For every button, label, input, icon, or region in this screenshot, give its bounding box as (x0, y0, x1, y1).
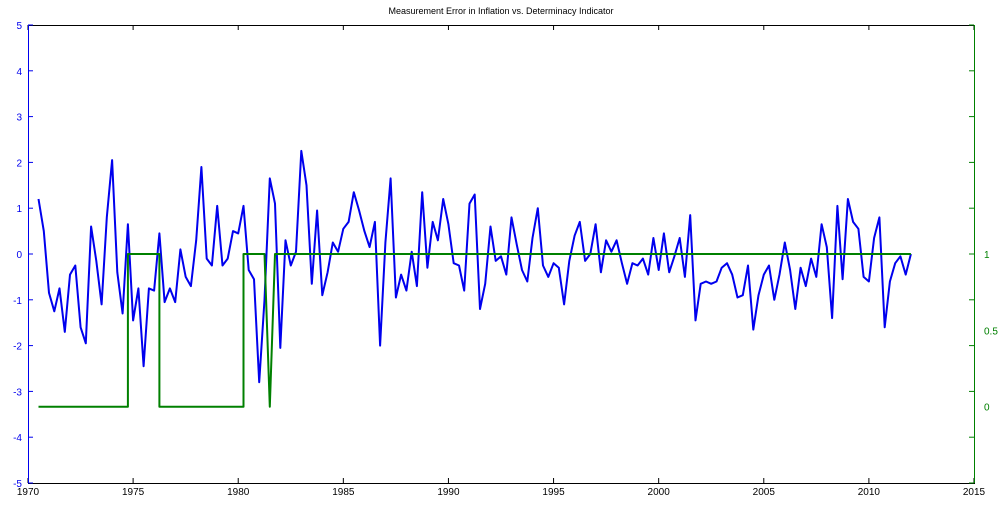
y-left-tick-label: -2 (13, 342, 22, 353)
determinacy-indicator-line (38, 253, 911, 408)
y-right-tick-label: 0.5 (984, 326, 998, 337)
x-tick-label: 1995 (542, 487, 565, 498)
y-left-tick-label: 0 (16, 250, 22, 261)
measurement-error-line (37, 149, 912, 384)
x-tick-label: 2000 (648, 487, 671, 498)
y-left-tick-label: -4 (13, 433, 22, 444)
y-right-tick-label: 0 (984, 403, 990, 414)
x-tick-label: 1980 (227, 487, 250, 498)
y-left-axis: -5 -4 -3 -2 -1 0 1 2 3 4 5 (13, 21, 33, 490)
y-left-tick-label: -3 (13, 387, 22, 398)
x-tick-label: 1985 (332, 487, 355, 498)
x-axis: 1970 1975 1980 1985 1990 1995 2000 2005 2010 2015 (17, 25, 986, 498)
y-right-axis: 00.51 (969, 24, 998, 484)
x-tick-label: 2015 (963, 487, 986, 498)
x-tick-label: 1970 (17, 487, 40, 498)
x-tick-label: 2005 (753, 487, 776, 498)
y-left-tick-label: 2 (16, 158, 22, 169)
x-tick-label: 1990 (437, 487, 460, 498)
y-left-tick-label: -5 (13, 479, 22, 490)
y-left-tick-label: 3 (16, 113, 22, 124)
y-left-tick-label: 4 (16, 67, 22, 78)
series-layer (37, 149, 912, 408)
x-tick-label: 2010 (858, 487, 881, 498)
y-left-tick-label: 5 (16, 21, 22, 32)
chart-title: Measurement Error in Inflation vs. Deter… (388, 6, 613, 16)
y-left-tick-label: -1 (13, 296, 22, 307)
x-tick-label: 1975 (122, 487, 145, 498)
y-left-tick-label: 1 (16, 204, 22, 215)
y-right-tick-label: 1 (984, 250, 990, 261)
